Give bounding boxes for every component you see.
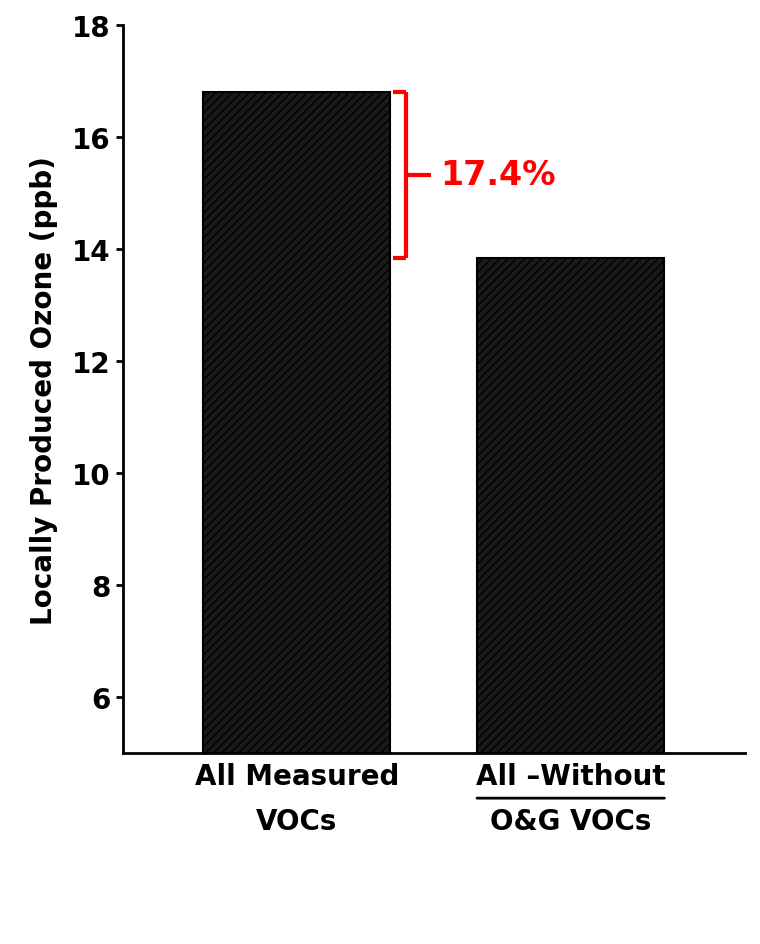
Text: 17.4%: 17.4% <box>440 160 556 193</box>
Bar <box>204 93 390 753</box>
Text: VOCs: VOCs <box>256 807 337 834</box>
Text: All –Without: All –Without <box>476 762 666 790</box>
Bar <box>477 259 664 753</box>
Text: O&G VOCs: O&G VOCs <box>490 807 651 834</box>
Y-axis label: Locally Produced Ozone (ppb): Locally Produced Ozone (ppb) <box>30 156 59 624</box>
Text: All Measured: All Measured <box>195 762 399 790</box>
